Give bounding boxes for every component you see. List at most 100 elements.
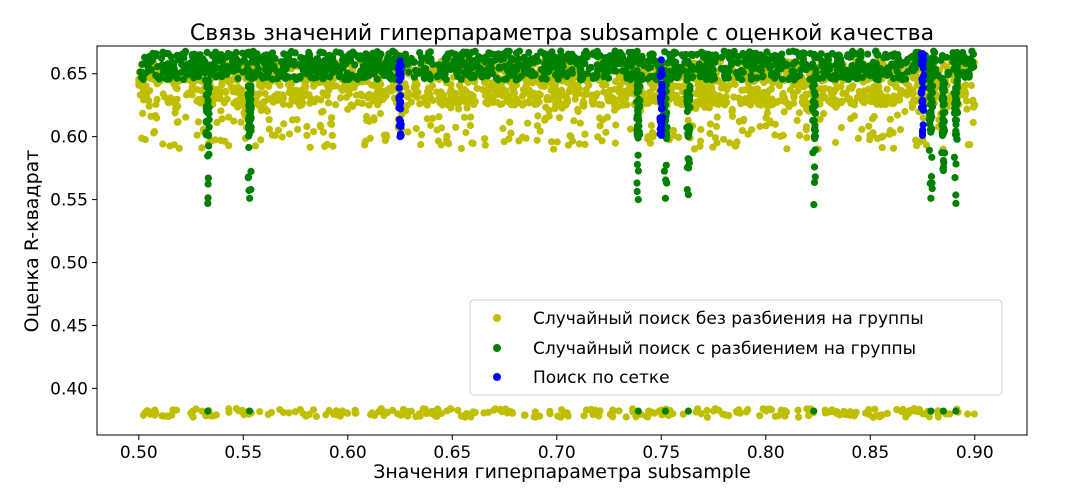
point-grouped-search <box>605 54 613 62</box>
point-random-search <box>515 137 523 145</box>
point-random-search <box>738 127 747 135</box>
point-grouped-search <box>861 63 869 71</box>
point-grouped-search <box>247 167 255 175</box>
point-random-search <box>622 413 630 421</box>
point-random-search <box>303 123 311 131</box>
point-random-search <box>793 81 801 89</box>
point-grouped-search <box>467 71 475 79</box>
point-grouped-search <box>618 51 626 59</box>
point-random-search <box>261 105 269 113</box>
point-grouped-search <box>938 149 946 157</box>
point-random-search <box>198 407 206 415</box>
point-grouped-search <box>819 68 828 76</box>
point-random-search <box>533 122 542 130</box>
point-grouped-search <box>951 92 960 101</box>
point-random-search <box>188 91 196 99</box>
point-random-search <box>375 94 383 102</box>
point-grouped-search <box>940 95 948 103</box>
point-grouped-search <box>748 65 756 73</box>
point-random-search <box>889 129 897 137</box>
point-grouped-search <box>951 57 959 65</box>
point-grouped-search <box>245 118 253 126</box>
point-random-search <box>270 92 278 100</box>
point-grouped-search <box>247 75 256 83</box>
point-random-search <box>435 113 443 121</box>
point-grid-search <box>658 104 666 112</box>
point-random-search <box>898 408 906 416</box>
point-grouped-search <box>181 48 189 56</box>
point-grouped-search <box>895 55 903 63</box>
point-random-search <box>352 91 361 99</box>
point-grouped-search <box>217 51 225 59</box>
point-grouped-search <box>687 50 695 59</box>
point-grouped-search <box>952 191 960 199</box>
point-random-search <box>490 92 498 100</box>
point-random-search <box>182 113 190 121</box>
point-random-search <box>434 137 442 145</box>
point-random-search <box>533 136 541 144</box>
point-random-search <box>705 104 714 112</box>
point-random-search <box>365 101 373 109</box>
point-grouped-search <box>952 407 960 415</box>
point-random-search <box>496 406 504 414</box>
point-random-search <box>454 406 462 414</box>
point-random-search <box>294 125 302 133</box>
point-grouped-search <box>502 50 510 58</box>
point-random-search <box>401 410 409 418</box>
point-grouped-search <box>156 74 165 82</box>
y-tick-label: 0.65 <box>50 65 88 85</box>
point-grouped-search <box>927 172 936 181</box>
point-random-search <box>507 129 515 137</box>
legend-marker-grouped <box>493 344 501 352</box>
point-random-search <box>317 96 325 104</box>
point-grouped-search <box>458 61 466 69</box>
point-grouped-search <box>927 194 935 202</box>
point-random-search <box>745 93 754 102</box>
point-random-search <box>480 409 488 417</box>
point-grouped-search <box>602 69 610 77</box>
point-random-search <box>344 105 352 113</box>
point-random-search <box>886 115 895 123</box>
point-grouped-search <box>213 64 221 72</box>
point-random-search <box>756 412 764 420</box>
point-random-search <box>519 101 527 109</box>
point-random-search <box>969 118 977 127</box>
point-grid-search <box>395 70 403 78</box>
point-random-search <box>551 105 559 113</box>
point-grouped-search <box>442 75 450 84</box>
point-grouped-search <box>556 70 564 78</box>
point-random-search <box>421 405 429 413</box>
point-grouped-search <box>792 48 800 56</box>
point-grouped-search <box>204 174 212 182</box>
point-grouped-search <box>635 60 643 68</box>
point-grouped-search <box>826 65 834 73</box>
point-random-search <box>276 91 284 99</box>
point-grouped-search <box>446 65 454 74</box>
point-grouped-search <box>684 191 693 199</box>
point-random-search <box>437 409 445 418</box>
point-random-search <box>744 130 752 138</box>
point-random-search <box>731 142 739 150</box>
point-grouped-search <box>592 74 600 82</box>
point-random-search <box>553 138 561 146</box>
point-grouped-search <box>811 90 819 98</box>
point-random-search <box>706 120 715 128</box>
point-random-search <box>151 411 159 419</box>
point-grid-search <box>396 133 404 141</box>
point-random-search <box>358 99 367 108</box>
point-random-search <box>417 131 426 139</box>
point-grouped-search <box>514 75 522 83</box>
point-grouped-search <box>809 60 817 68</box>
point-random-search <box>738 86 746 94</box>
point-grouped-search <box>828 49 837 58</box>
point-random-search <box>452 123 460 131</box>
point-random-search <box>824 408 832 416</box>
point-random-search <box>794 406 802 414</box>
point-grouped-search <box>136 68 144 76</box>
point-grouped-search <box>685 123 693 131</box>
point-grouped-search <box>261 51 269 59</box>
point-grouped-search <box>410 73 418 81</box>
point-grouped-search <box>254 65 262 73</box>
point-random-search <box>872 90 880 98</box>
point-random-search <box>293 116 301 124</box>
